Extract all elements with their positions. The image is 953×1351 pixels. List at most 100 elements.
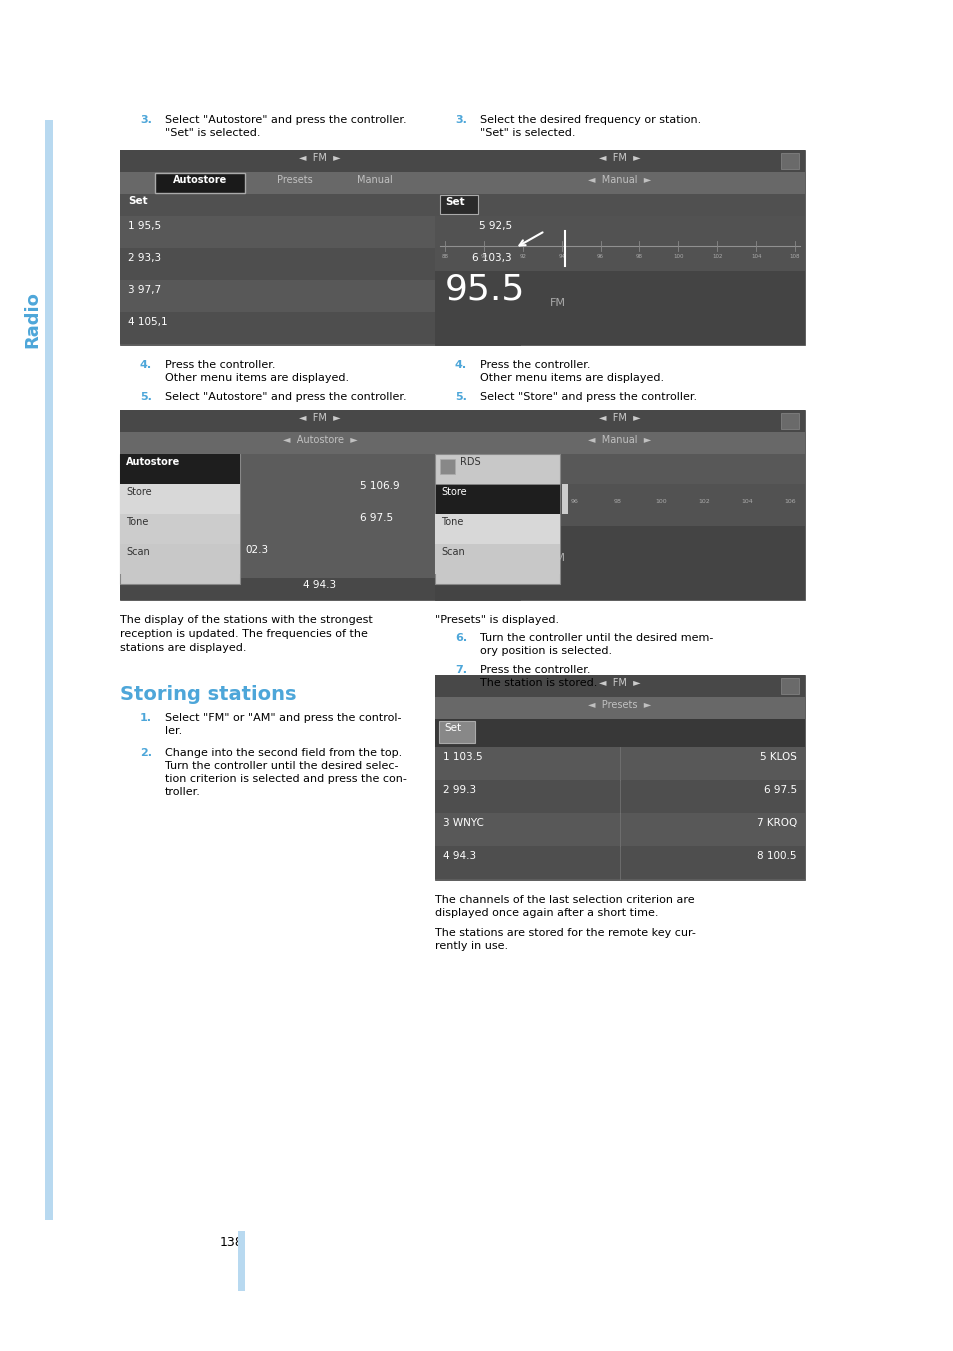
Text: ◄  FM  ►: ◄ FM ► xyxy=(598,678,640,688)
Text: Tone: Tone xyxy=(126,517,149,527)
Text: 106: 106 xyxy=(783,499,795,504)
Bar xyxy=(435,747,804,780)
Text: 94: 94 xyxy=(558,254,564,259)
Text: 100: 100 xyxy=(655,499,666,504)
Text: RDS: RDS xyxy=(459,457,480,467)
Text: "Set" is selected.: "Set" is selected. xyxy=(479,128,575,138)
Bar xyxy=(438,721,475,743)
Text: 96: 96 xyxy=(571,499,578,504)
Bar xyxy=(120,578,519,600)
Bar xyxy=(120,312,519,345)
Bar xyxy=(120,409,519,432)
Text: Other menu items are displayed.: Other menu items are displayed. xyxy=(479,373,663,382)
Text: Select "FM" or "AM" and press the control-: Select "FM" or "AM" and press the contro… xyxy=(165,713,401,723)
Text: 5.: 5. xyxy=(140,392,152,403)
Text: The stations are stored for the remote key cur-: The stations are stored for the remote k… xyxy=(435,928,695,938)
Text: FM: FM xyxy=(550,299,565,308)
Bar xyxy=(435,150,804,345)
Bar xyxy=(45,120,53,1220)
Bar xyxy=(561,484,567,513)
Text: 2.: 2. xyxy=(140,748,152,758)
Bar xyxy=(120,280,519,312)
Text: 02.3: 02.3 xyxy=(245,544,268,555)
Bar xyxy=(435,172,804,195)
Text: 4 105,1: 4 105,1 xyxy=(128,317,168,327)
Text: Other menu items are displayed.: Other menu items are displayed. xyxy=(165,373,349,382)
Bar xyxy=(435,409,804,600)
Bar xyxy=(781,153,799,169)
Text: 95.5: 95.5 xyxy=(444,273,525,307)
Text: 96: 96 xyxy=(597,254,603,259)
Text: ler.: ler. xyxy=(165,725,182,736)
Bar xyxy=(435,513,559,544)
Text: Store: Store xyxy=(440,486,466,497)
Text: ◄  Manual  ►: ◄ Manual ► xyxy=(588,176,651,185)
Bar xyxy=(120,484,240,513)
Text: ◄  FM  ►: ◄ FM ► xyxy=(598,153,640,163)
Text: 4.: 4. xyxy=(140,359,152,370)
Bar xyxy=(435,780,804,813)
Bar xyxy=(120,216,519,249)
Text: 2 93,3: 2 93,3 xyxy=(128,253,161,263)
Text: Presets: Presets xyxy=(276,176,313,185)
Bar xyxy=(435,697,804,719)
Bar xyxy=(120,454,240,584)
Text: 108: 108 xyxy=(789,254,800,259)
Bar xyxy=(120,195,519,216)
Bar xyxy=(120,513,240,544)
Bar xyxy=(435,409,804,432)
Text: The station is stored.: The station is stored. xyxy=(479,678,597,688)
Text: 2 99.3: 2 99.3 xyxy=(442,785,476,794)
Text: rently in use.: rently in use. xyxy=(435,942,508,951)
Text: Select "Autostore" and press the controller.: Select "Autostore" and press the control… xyxy=(165,392,406,403)
Text: ◄  FM  ►: ◄ FM ► xyxy=(598,413,640,423)
Bar xyxy=(120,249,519,280)
Bar xyxy=(120,544,240,574)
Text: Select "Store" and press the controller.: Select "Store" and press the controller. xyxy=(479,392,697,403)
Text: Scan: Scan xyxy=(440,547,464,557)
Bar xyxy=(435,484,559,513)
Bar xyxy=(781,413,799,430)
Text: 1 103.5: 1 103.5 xyxy=(442,753,482,762)
Bar xyxy=(435,432,804,454)
Text: displayed once again after a short time.: displayed once again after a short time. xyxy=(435,908,658,917)
Bar xyxy=(120,150,519,172)
Text: 4 94.3: 4 94.3 xyxy=(303,580,336,590)
Bar xyxy=(435,454,804,484)
Text: Autostore: Autostore xyxy=(172,176,227,185)
Text: ◄  Autostore  ►: ◄ Autostore ► xyxy=(282,435,357,444)
Bar xyxy=(435,813,804,846)
Text: 5 92,5: 5 92,5 xyxy=(478,222,512,231)
Text: 92: 92 xyxy=(518,254,526,259)
Text: "Presets" is displayed.: "Presets" is displayed. xyxy=(435,615,558,626)
Text: 98: 98 xyxy=(614,499,621,504)
Text: 6 97.5: 6 97.5 xyxy=(359,513,393,523)
Bar xyxy=(435,676,804,880)
Text: Autostore: Autostore xyxy=(126,457,180,467)
Text: 102: 102 xyxy=(698,499,709,504)
Text: ◄  FM  ►: ◄ FM ► xyxy=(299,413,340,423)
Text: 3.: 3. xyxy=(455,115,466,126)
Text: Turn the controller until the desired selec-: Turn the controller until the desired se… xyxy=(165,761,398,771)
Text: The display of the stations with the strongest: The display of the stations with the str… xyxy=(120,615,373,626)
Text: Store: Store xyxy=(126,486,152,497)
Bar xyxy=(435,719,804,747)
Text: 1.: 1. xyxy=(140,713,152,723)
Text: 7 KROQ: 7 KROQ xyxy=(756,817,796,828)
Text: 3 97,7: 3 97,7 xyxy=(128,285,161,295)
Text: 95.5: 95.5 xyxy=(444,528,525,562)
Bar xyxy=(439,195,477,213)
Bar xyxy=(496,153,514,169)
Text: ◄  FM  ►: ◄ FM ► xyxy=(299,153,340,163)
Text: 88: 88 xyxy=(441,254,448,259)
Text: Set: Set xyxy=(128,196,148,205)
Text: Tone: Tone xyxy=(440,517,463,527)
Text: Turn the controller until the desired mem-: Turn the controller until the desired me… xyxy=(479,634,713,643)
Text: The channels of the last selection criterion are: The channels of the last selection crite… xyxy=(435,894,694,905)
Bar xyxy=(120,432,519,454)
Text: Set: Set xyxy=(444,197,464,207)
Text: 6 103,3: 6 103,3 xyxy=(472,253,512,263)
Bar xyxy=(435,454,559,584)
Text: tion criterion is selected and press the con-: tion criterion is selected and press the… xyxy=(165,774,406,784)
Text: 90: 90 xyxy=(480,254,487,259)
